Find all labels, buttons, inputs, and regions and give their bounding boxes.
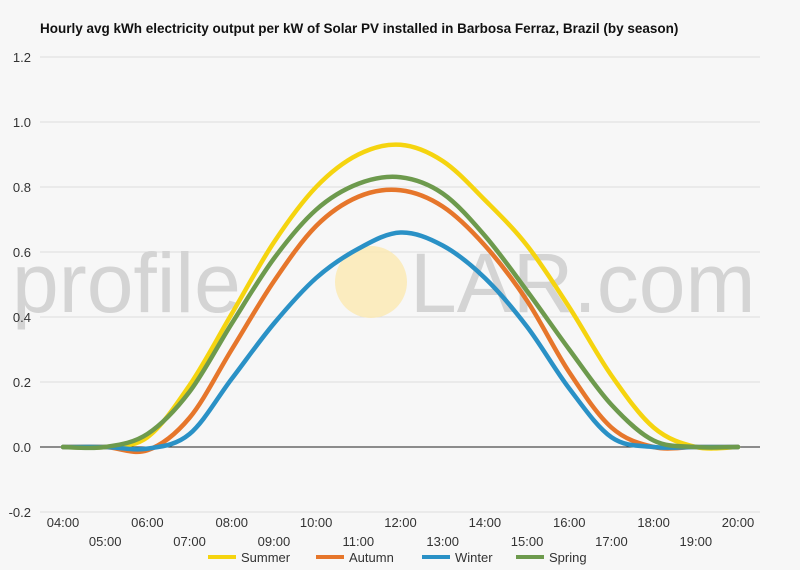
x-tick-label: 04:00 <box>47 515 80 530</box>
x-tick-label: 09:00 <box>258 534 291 549</box>
x-tick-label: 12:00 <box>384 515 417 530</box>
y-tick-label: 0.2 <box>13 375 31 390</box>
series-line-summer <box>60 142 741 451</box>
x-tick-label: 07:00 <box>173 534 206 549</box>
watermark-logo: profile LAR.com <box>12 236 755 330</box>
legend-label: Summer <box>241 550 291 565</box>
series-line-winter <box>60 230 741 452</box>
y-tick-label: 0.0 <box>13 440 31 455</box>
y-tick-label: 1.0 <box>13 115 31 130</box>
y-tick-label: 0.6 <box>13 245 31 260</box>
x-tick-label: 18:00 <box>637 515 670 530</box>
x-tick-label: 17:00 <box>595 534 628 549</box>
x-axis-ticks: 04:00 05:00 06:00 07:00 08:00 09:00 10:00 11:00… <box>47 515 755 549</box>
watermark-text-left: profile <box>12 236 241 330</box>
x-tick-label: 15:00 <box>511 534 544 549</box>
series-lines <box>60 142 741 455</box>
legend-label: Autumn <box>349 550 394 565</box>
series-line-autumn <box>60 187 741 455</box>
legend-label: Spring <box>549 550 587 565</box>
y-tick-label: 0.8 <box>13 180 31 195</box>
series-line-spring <box>60 174 741 451</box>
x-tick-label: 08:00 <box>215 515 248 530</box>
y-tick-label: 1.2 <box>13 50 31 65</box>
y-axis-ticks: -0.2 0.0 0.2 0.4 0.6 0.8 1.0 1.2 <box>9 50 31 520</box>
x-tick-label: 16:00 <box>553 515 586 530</box>
x-tick-label: 13:00 <box>426 534 459 549</box>
x-tick-label: 14:00 <box>469 515 502 530</box>
x-tick-label: 10:00 <box>300 515 333 530</box>
x-tick-label: 11:00 <box>343 534 375 549</box>
x-tick-label: 19:00 <box>680 534 713 549</box>
x-tick-label: 20:00 <box>722 515 755 530</box>
x-tick-label: 05:00 <box>89 534 122 549</box>
chart-title: Hourly avg kWh electricity output per kW… <box>40 21 678 36</box>
watermark-sun-icon <box>335 246 407 318</box>
legend-label: Winter <box>455 550 493 565</box>
watermark-text-right: LAR.com <box>410 236 755 330</box>
y-tick-label: 0.4 <box>13 310 31 325</box>
legend: Summer Autumn Winter Spring <box>208 550 587 565</box>
y-tick-label: -0.2 <box>9 505 31 520</box>
x-tick-label: 06:00 <box>131 515 164 530</box>
